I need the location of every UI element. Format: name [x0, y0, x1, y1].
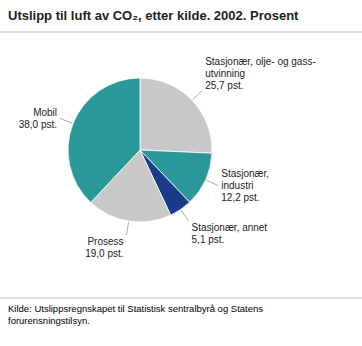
data-label: 25,7 pst. — [205, 80, 243, 91]
slice-label: Stasjonær,industri12,2 pst. — [221, 168, 269, 203]
category-label: industri — [221, 180, 253, 191]
data-label: 38,0 pst. — [19, 119, 57, 130]
slice-label: Mobil38,0 pst. — [19, 107, 57, 130]
data-label: 12,2 pst. — [221, 192, 259, 203]
separator — [0, 298, 362, 299]
leader-line — [127, 222, 129, 235]
leader-line — [193, 91, 202, 100]
category-label: Stasjonær, olje- og gass- — [205, 56, 316, 67]
slice — [140, 78, 212, 153]
category-label: Stasjonær, — [221, 168, 269, 179]
chart: Utslipp til luft av CO₂, etter kilde. 20… — [0, 0, 362, 346]
slice-label: Prosess19,0 pst. — [85, 236, 123, 259]
slice — [68, 78, 140, 202]
data-label: 19,0 pst. — [85, 248, 123, 259]
category-label: utvinning — [205, 68, 245, 79]
labels: Stasjonær, olje- og gass-utvinning25,7 p… — [19, 56, 316, 259]
slice-label: Stasjonær, annet5,1 pst. — [192, 222, 268, 245]
category-label: Stasjonær, annet — [192, 222, 268, 233]
slices — [68, 78, 212, 222]
title: Utslipp til luft av CO₂, etter kilde. 20… — [8, 8, 299, 23]
leader-line — [181, 210, 188, 221]
leader-line — [206, 180, 218, 185]
separator — [0, 32, 362, 33]
slice-label: Stasjonær, olje- og gass-utvinning25,7 p… — [205, 56, 316, 91]
category-label: Prosess — [87, 236, 123, 247]
footnote: Kilde: Utslippsregnskapet til Statistisk… — [8, 303, 263, 314]
leader-line — [60, 118, 72, 123]
data-label: 5,1 pst. — [192, 234, 225, 245]
footnote: forurensningstilsyn. — [8, 315, 90, 326]
pie: Stasjonær, olje- og gass-utvinning25,7 p… — [19, 56, 316, 259]
category-label: Mobil — [33, 107, 57, 118]
